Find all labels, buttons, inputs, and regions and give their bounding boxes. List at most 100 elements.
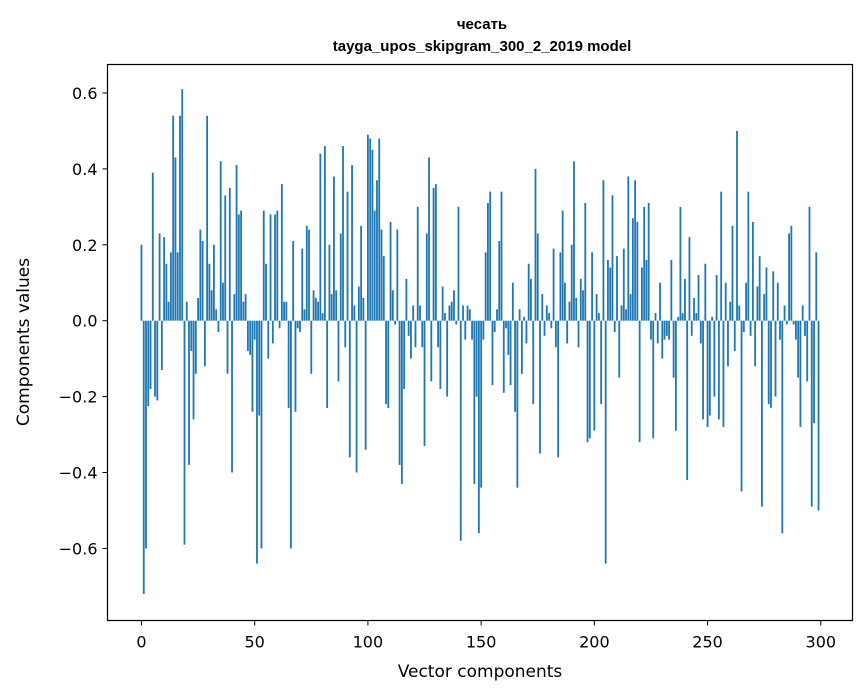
bar-1 xyxy=(142,320,145,594)
bar-292 xyxy=(801,305,804,321)
bar-91 xyxy=(346,191,349,321)
bar-59 xyxy=(274,214,276,321)
bar-295 xyxy=(808,206,811,321)
bar-45 xyxy=(242,301,245,321)
bar-81 xyxy=(323,146,326,321)
bar-144 xyxy=(466,305,469,321)
bar-16 xyxy=(176,252,179,321)
bar-108 xyxy=(385,320,387,405)
bar-159 xyxy=(500,191,503,321)
bar-241 xyxy=(686,320,689,481)
bar-20 xyxy=(185,301,188,321)
bar-161 xyxy=(505,320,507,329)
bar-256 xyxy=(720,191,723,321)
bar-239 xyxy=(681,313,684,321)
bar-15 xyxy=(174,157,177,321)
bar-141 xyxy=(459,320,462,541)
bar-216 xyxy=(629,294,632,321)
bar-250 xyxy=(706,320,709,427)
bar-52 xyxy=(258,320,261,416)
bar-49 xyxy=(251,320,254,412)
x-axis-label: Vector components xyxy=(398,662,563,682)
bar-247 xyxy=(699,320,702,344)
bar-3 xyxy=(147,320,150,407)
bar-44 xyxy=(240,210,243,321)
bar-69 xyxy=(296,320,299,329)
bar-142 xyxy=(462,305,464,321)
bar-4 xyxy=(149,320,152,389)
bar-90 xyxy=(344,320,347,348)
bar-7 xyxy=(156,320,159,401)
bar-234 xyxy=(670,259,673,321)
bar-158 xyxy=(498,240,501,321)
x-tick-label-50: 50 xyxy=(245,633,265,652)
bar-128 xyxy=(430,320,433,382)
bar-191 xyxy=(573,161,575,321)
bar-164 xyxy=(511,282,514,321)
bar-170 xyxy=(525,320,528,344)
bar-71 xyxy=(301,248,304,321)
bar-130 xyxy=(434,184,437,321)
bar-253 xyxy=(713,320,716,397)
bar-60 xyxy=(276,210,279,321)
bar-238 xyxy=(679,206,682,321)
bar-235 xyxy=(672,320,675,378)
bar-232 xyxy=(665,320,668,336)
bar-215 xyxy=(627,176,630,321)
bar-27 xyxy=(201,240,204,321)
bar-55 xyxy=(265,263,267,321)
bar-185 xyxy=(559,252,562,321)
bar-203 xyxy=(600,320,603,405)
bar-254 xyxy=(715,275,718,321)
bar-74 xyxy=(308,229,310,321)
bar-150 xyxy=(480,320,483,488)
y-axis: −0.6 −0.4 −0.2 0.0 0.2 0.4 0.6 xyxy=(59,84,108,558)
bar-107 xyxy=(382,256,385,321)
bar-0 xyxy=(140,244,143,321)
bar-148 xyxy=(475,320,478,397)
bar-165 xyxy=(514,320,516,412)
bar-23 xyxy=(192,320,195,420)
bar-226 xyxy=(652,320,655,439)
bar-92 xyxy=(348,320,351,458)
bar-117 xyxy=(405,278,408,321)
bar-201 xyxy=(595,294,598,321)
bar-68 xyxy=(294,320,297,412)
bar-189 xyxy=(568,301,571,321)
bar-86 xyxy=(335,290,338,321)
bar-224 xyxy=(647,203,650,321)
bar-65 xyxy=(287,320,290,408)
bar-284 xyxy=(783,305,786,321)
bar-299 xyxy=(817,320,820,511)
bar-2 xyxy=(145,320,147,549)
bar-281 xyxy=(776,282,779,321)
bar-47 xyxy=(246,320,249,352)
bar-213 xyxy=(622,248,625,321)
bar-179 xyxy=(545,305,548,321)
x-axis: 0 50 100 150 200 250 300 xyxy=(136,620,836,652)
y-tick-label-0: −0.6 xyxy=(59,539,98,558)
x-tick-label-200: 200 xyxy=(579,633,610,652)
bar-26 xyxy=(199,229,202,321)
bar-293 xyxy=(804,320,806,336)
bar-187 xyxy=(564,282,566,321)
bar-197 xyxy=(586,320,589,443)
chart-subtitle: tayga_upos_skipgram_300_2_2019 model xyxy=(333,38,632,55)
bar-111 xyxy=(391,290,394,321)
x-tick-label-150: 150 xyxy=(466,633,497,652)
bar-6 xyxy=(154,320,156,397)
bar-192 xyxy=(575,297,578,321)
bar-244 xyxy=(693,297,695,321)
bar-279 xyxy=(772,271,775,321)
bar-245 xyxy=(695,313,698,321)
bar-166 xyxy=(516,320,519,488)
bar-103 xyxy=(373,210,376,321)
bar-261 xyxy=(731,225,734,321)
bar-222 xyxy=(643,206,646,321)
bar-206 xyxy=(607,259,609,321)
bar-73 xyxy=(305,225,308,321)
bar-115 xyxy=(400,320,403,484)
bar-80 xyxy=(321,313,324,321)
bar-54 xyxy=(262,210,265,321)
